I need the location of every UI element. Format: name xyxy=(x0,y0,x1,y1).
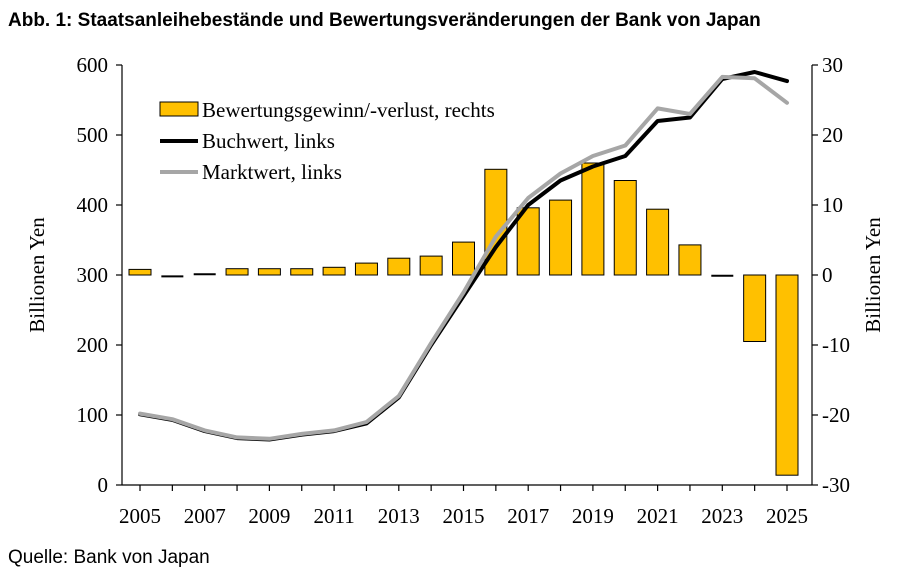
bar-2025 xyxy=(775,274,799,476)
lines-layer xyxy=(138,70,789,442)
bar-2005 xyxy=(128,268,152,276)
bar-2018 xyxy=(549,199,573,276)
tick-label-x-2025: 2025 xyxy=(766,504,808,528)
tick-label-x-2005: 2005 xyxy=(119,504,161,528)
legend-swatch-bewertung xyxy=(159,101,199,117)
tick-label-x-2009: 2009 xyxy=(248,504,290,528)
tick-label-left-400: 400 xyxy=(77,193,109,217)
tick-label-right--30: -30 xyxy=(822,473,850,497)
bar-2013 xyxy=(387,257,411,276)
bar-2014 xyxy=(419,255,443,276)
legend-label-2: Marktwert, links xyxy=(202,160,342,184)
legend-label-0: Bewertungsgewinn/-verlust, rechts xyxy=(202,98,495,122)
tick-label-right--10: -10 xyxy=(822,333,850,357)
bar-2012 xyxy=(354,262,378,276)
bar-2021 xyxy=(646,208,670,276)
tick-label-right-20: 20 xyxy=(822,123,843,147)
tick-label-left-500: 500 xyxy=(77,123,109,147)
axes-layer: 0 100 200 300 400 500 600 -30 -20 -10 0 10 20 30 2005 2… xyxy=(25,53,885,528)
bar-2015 xyxy=(452,241,475,276)
source-note: Quelle: Bank von Japan xyxy=(8,547,210,568)
tick-label-x-2007: 2007 xyxy=(184,504,226,528)
tick-label-left-0: 0 xyxy=(98,473,109,497)
y-axis-right-title: Billionen Yen xyxy=(861,217,885,333)
bar-2009 xyxy=(257,268,281,276)
tick-label-right-10: 10 xyxy=(822,193,843,217)
tick-label-right-30: 30 xyxy=(822,53,843,77)
tick-label-x-2017: 2017 xyxy=(507,504,549,528)
bars-layer xyxy=(128,162,799,476)
figure-title: Abb. 1: Staatsanleihebestände und Bewert… xyxy=(8,10,761,31)
tick-label-x-2015: 2015 xyxy=(443,504,485,528)
bar-2020 xyxy=(613,180,637,276)
tick-label-right-0: 0 xyxy=(822,263,833,287)
bar-2011 xyxy=(322,266,346,276)
y-axis-left-title: Billionen Yen xyxy=(25,217,49,333)
tick-label-left-600: 600 xyxy=(77,53,109,77)
tick-label-x-2019: 2019 xyxy=(572,504,614,528)
tick-label-x-2021: 2021 xyxy=(637,504,679,528)
tick-label-right--20: -20 xyxy=(822,403,850,427)
tick-label-x-2023: 2023 xyxy=(701,504,743,528)
tick-label-left-300: 300 xyxy=(77,263,109,287)
tick-label-left-200: 200 xyxy=(77,333,109,357)
legend-label-1: Buchwert, links xyxy=(202,129,335,153)
tick-label-x-2011: 2011 xyxy=(313,504,354,528)
bar-2022 xyxy=(678,244,702,276)
tick-label-left-100: 100 xyxy=(77,403,109,427)
bar-2010 xyxy=(290,268,314,276)
legend-layer: Bewertungsgewinn/-verlust, rechts Buchwer… xyxy=(159,98,495,184)
bar-2024 xyxy=(743,274,767,342)
tick-label-x-2013: 2013 xyxy=(378,504,420,528)
bar-2019 xyxy=(581,162,605,276)
line-marktwert xyxy=(138,74,789,441)
bar-2008 xyxy=(225,268,249,276)
